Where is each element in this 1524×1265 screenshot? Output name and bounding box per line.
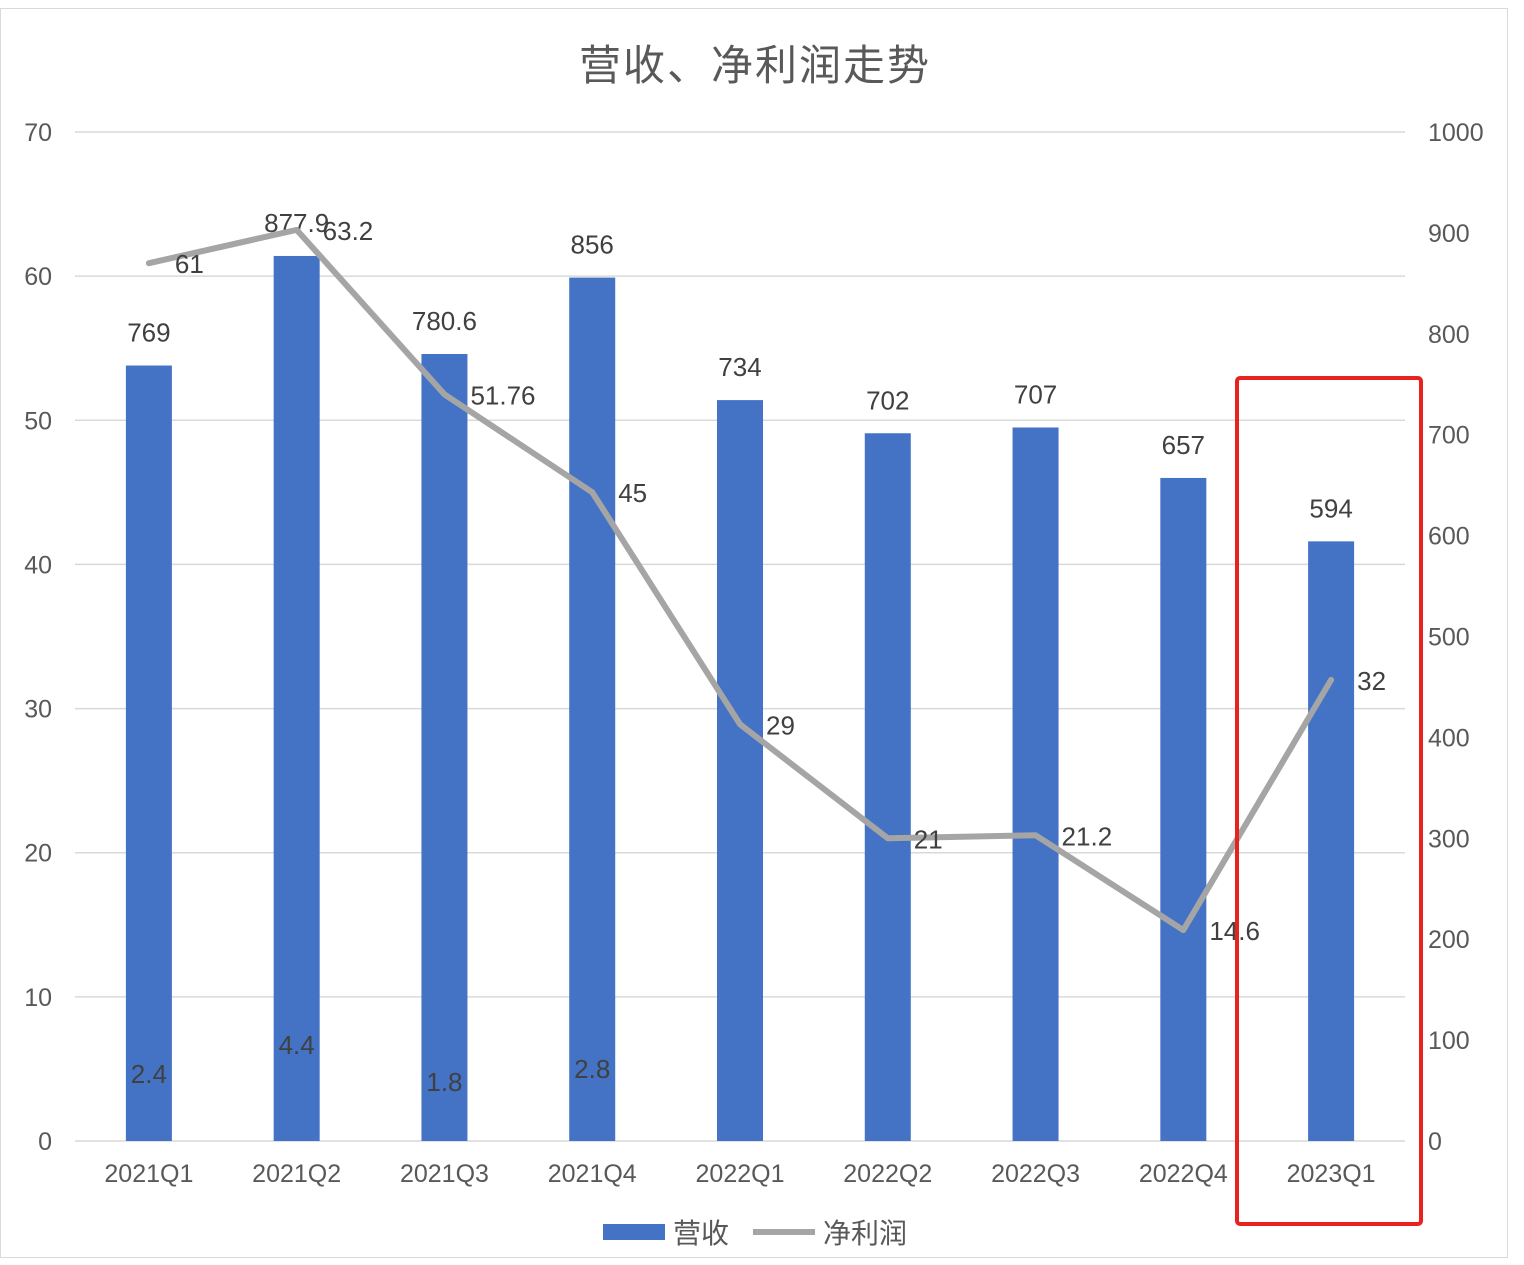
y-left-tick-label: 10 bbox=[24, 984, 52, 1012]
legend-item-net-profit[interactable]: 净利润 bbox=[753, 1212, 907, 1252]
y-right-tick-label: 1000 bbox=[1428, 119, 1484, 147]
chart-title: 营收、净利润走势 bbox=[578, 41, 931, 90]
y-right-tick-label: 200 bbox=[1428, 926, 1470, 954]
y-right-tick-label: 500 bbox=[1428, 624, 1470, 652]
legend: 营收 净利润 bbox=[0, 1212, 1510, 1252]
y-right-tick-label: 0 bbox=[1428, 1128, 1442, 1156]
legend-item-revenue[interactable]: 营收 bbox=[602, 1212, 729, 1252]
legend-swatch-revenue bbox=[602, 1224, 665, 1240]
bar bbox=[717, 400, 763, 1141]
bar bbox=[125, 365, 172, 1141]
highlight-box bbox=[1235, 376, 1423, 1226]
bar-inner-label: 2.8 bbox=[574, 1054, 610, 1084]
y-right-tick-label: 800 bbox=[1428, 321, 1470, 349]
bar bbox=[1012, 427, 1059, 1141]
y-right-tick-label: 700 bbox=[1428, 422, 1470, 450]
y-right-tick-label: 300 bbox=[1428, 825, 1470, 853]
line-data-label: 32 bbox=[1357, 666, 1386, 696]
bar-data-label: 657 bbox=[1162, 430, 1205, 460]
line-data-label: 45 bbox=[618, 478, 647, 508]
x-tick-label: 2023Q1 bbox=[1287, 1160, 1376, 1188]
y-right-tick-label: 600 bbox=[1428, 523, 1470, 551]
x-tick-label: 2021Q3 bbox=[400, 1160, 489, 1188]
bar-data-label: 856 bbox=[571, 230, 614, 260]
x-tick-label: 2022Q4 bbox=[1139, 1160, 1228, 1188]
legend-swatch-net-profit bbox=[753, 1229, 815, 1235]
y-left-tick-label: 70 bbox=[24, 119, 52, 147]
y-right-tick-label: 900 bbox=[1428, 220, 1470, 248]
y-left-tick-label: 50 bbox=[24, 407, 52, 435]
line-data-label: 63.2 bbox=[323, 216, 374, 246]
bar bbox=[1308, 541, 1355, 1141]
line-data-label: 21.2 bbox=[1062, 821, 1113, 851]
bar-data-label: 780.6 bbox=[412, 306, 477, 336]
bar-inner-label: 1.8 bbox=[426, 1067, 462, 1097]
x-tick-label: 2021Q4 bbox=[548, 1160, 637, 1188]
bar-data-label: 702 bbox=[866, 385, 909, 415]
bar bbox=[421, 353, 468, 1142]
x-tick-label: 2021Q1 bbox=[104, 1160, 193, 1188]
x-tick-label: 2021Q2 bbox=[252, 1160, 341, 1188]
x-tick-label: 2022Q1 bbox=[696, 1160, 785, 1188]
y-left-tick-label: 20 bbox=[24, 840, 52, 868]
bar-data-label: 769 bbox=[127, 318, 170, 348]
bar-inner-label: 4.4 bbox=[279, 1030, 315, 1060]
y-right-tick-label: 400 bbox=[1428, 724, 1470, 752]
line-data-label: 61 bbox=[175, 249, 204, 279]
x-tick-label: 2022Q2 bbox=[843, 1160, 932, 1188]
bar bbox=[1160, 477, 1207, 1141]
y-left-tick-label: 30 bbox=[24, 696, 52, 724]
y-right-tick-label: 100 bbox=[1428, 1027, 1470, 1055]
y-left-tick-label: 60 bbox=[24, 263, 52, 291]
bar bbox=[273, 255, 320, 1141]
line-data-label: 21 bbox=[914, 824, 943, 854]
legend-label-net-profit: 净利润 bbox=[823, 1217, 908, 1250]
bar-data-label: 734 bbox=[718, 352, 761, 382]
bar-data-label: 594 bbox=[1309, 493, 1352, 523]
x-tick-label: 2022Q3 bbox=[991, 1160, 1080, 1188]
chart-frame bbox=[0, 8, 1508, 1258]
bar bbox=[864, 433, 911, 1142]
line-data-label: 29 bbox=[766, 710, 795, 740]
line-data-label: 51.76 bbox=[470, 380, 535, 410]
y-left-tick-label: 0 bbox=[38, 1128, 52, 1156]
y-left-tick-label: 40 bbox=[24, 551, 52, 579]
bar bbox=[569, 277, 616, 1141]
bar-inner-label: 2.4 bbox=[131, 1059, 167, 1089]
bar-data-label: 707 bbox=[1014, 379, 1057, 409]
legend-label-revenue: 营收 bbox=[672, 1217, 729, 1250]
line-data-label: 14.6 bbox=[1209, 916, 1260, 946]
